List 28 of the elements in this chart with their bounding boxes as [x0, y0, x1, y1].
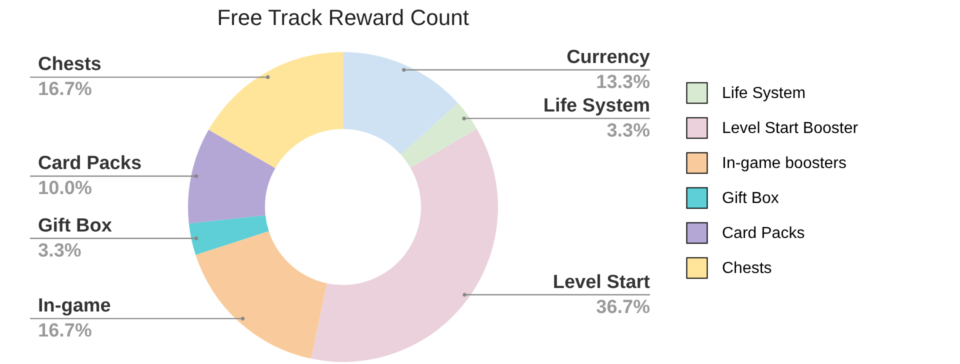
text: In-game boosters [722, 155, 847, 172]
donut-slice [208, 52, 343, 168]
data-label: 16.7% [38, 79, 92, 100]
legend-label: Card Packs [722, 225, 805, 242]
donut-slice [311, 128, 498, 362]
data-label: 36.7% [596, 296, 650, 318]
chart-title: Free Track Reward Count [217, 5, 469, 30]
data-label: 16.7% [38, 320, 92, 342]
legend-label: Gift Box [722, 190, 779, 207]
slice-label: Currency [566, 46, 650, 68]
donut-slice [188, 130, 276, 224]
data-label: 3.3% [38, 240, 82, 262]
donut-slice [188, 215, 269, 255]
slice-label: Level Start [552, 272, 651, 293]
donut-slice [343, 52, 458, 155]
legend-label: Chests [722, 260, 772, 277]
donut-slice [400, 103, 477, 168]
data-label: 10.0% [38, 178, 92, 200]
data-label: 13.3% [596, 72, 650, 93]
slice-label: Gift Box [38, 215, 112, 236]
text: Level Start Booster [722, 120, 858, 137]
slice-label: Card Packs [38, 153, 142, 174]
slice-label: Life System [543, 95, 650, 116]
slice-label: In-game [38, 296, 111, 317]
legend-label: Life System [722, 85, 806, 102]
slice-label: Chests [38, 54, 102, 76]
data-label: 3.3% [606, 120, 650, 142]
donut-slice [196, 231, 327, 359]
